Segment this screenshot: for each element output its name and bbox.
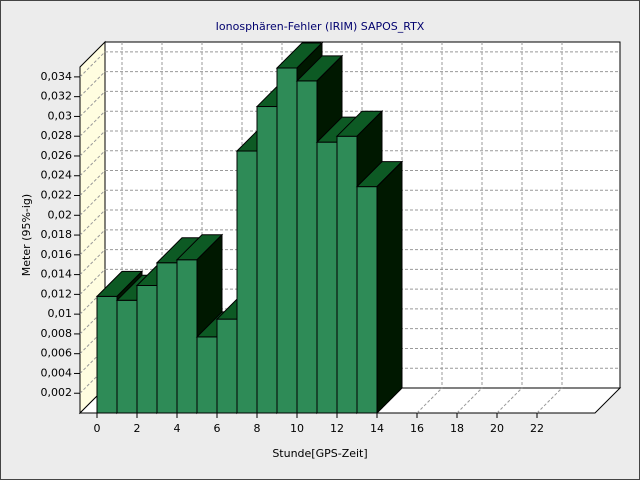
x-tick-label: 10 xyxy=(290,422,304,435)
y-tick-label: 0,028 xyxy=(41,129,73,142)
x-tick-label: 0 xyxy=(94,422,101,435)
x-axis-label: Stunde[GPS-Zeit] xyxy=(272,447,367,460)
grid-line xyxy=(79,71,106,98)
x-tick-label: 14 xyxy=(370,422,384,435)
y-tick-label: 0,034 xyxy=(41,70,73,83)
grid-line xyxy=(456,387,483,414)
grid-line xyxy=(79,269,106,295)
bar-side xyxy=(376,160,403,415)
bar xyxy=(236,150,258,414)
grid-line xyxy=(79,189,106,216)
chart-title: Ionosphären-Fehler (IRIM) SAPOS_RTX xyxy=(216,20,425,33)
grid-line xyxy=(416,387,443,414)
grid-line xyxy=(79,110,106,137)
y-tick-label: 0,024 xyxy=(41,169,73,182)
y-tick-label: 0,022 xyxy=(41,189,73,202)
grid-line xyxy=(79,229,106,256)
x-tick-label: 8 xyxy=(254,422,261,435)
bar xyxy=(96,295,118,414)
bars xyxy=(95,41,404,415)
y-tick-label: 0,002 xyxy=(41,386,73,399)
grid-line xyxy=(79,209,106,236)
bar xyxy=(296,80,318,414)
bar xyxy=(336,135,358,414)
y-tick-label: 0,004 xyxy=(41,366,73,379)
y-tick-label: 0,018 xyxy=(41,228,73,241)
x-tick-label: 22 xyxy=(530,422,544,435)
y-tick-label: 0,03 xyxy=(48,109,73,122)
grid-line xyxy=(79,150,106,177)
grid-line xyxy=(79,91,106,117)
y-tick-label: 0,026 xyxy=(41,149,73,162)
bar xyxy=(276,67,298,414)
x-tick-label: 4 xyxy=(174,422,181,435)
bar xyxy=(176,259,198,414)
y-tick-label: 0,01 xyxy=(48,307,73,320)
y-tick-label: 0,008 xyxy=(41,327,73,340)
grid-line xyxy=(79,308,106,335)
bar xyxy=(216,318,238,414)
grid-line xyxy=(79,288,106,315)
grid-line xyxy=(79,367,106,394)
x-tick-label: 18 xyxy=(450,422,464,435)
y-tick-label: 0,006 xyxy=(41,347,73,360)
grid-line xyxy=(536,387,563,414)
bar xyxy=(116,299,138,414)
bar xyxy=(356,186,378,414)
y-tick-label: 0,012 xyxy=(41,287,73,300)
x-tick-label: 2 xyxy=(134,422,141,435)
grid-line xyxy=(79,328,106,355)
y-axis-label: Meter (95%-ig) xyxy=(20,194,33,276)
grid-line xyxy=(79,348,106,374)
grid-line xyxy=(79,51,106,78)
bar xyxy=(196,336,218,414)
grid-line xyxy=(79,130,106,157)
x-tick-label: 12 xyxy=(330,422,344,435)
y-tick-label: 0,032 xyxy=(41,90,73,103)
x-tick-label: 6 xyxy=(214,422,221,435)
grid-line xyxy=(79,249,106,275)
y-tick-label: 0,016 xyxy=(41,248,73,261)
bar xyxy=(256,106,278,414)
y-tick-label: 0,014 xyxy=(41,268,73,281)
grid-line xyxy=(79,170,106,196)
bar xyxy=(136,284,158,414)
x-tick-label: 20 xyxy=(490,422,504,435)
bar xyxy=(316,141,338,414)
bar xyxy=(156,262,178,414)
grid-line xyxy=(496,387,523,414)
y-tick-label: 0,02 xyxy=(48,208,73,221)
x-tick-label: 16 xyxy=(410,422,424,435)
